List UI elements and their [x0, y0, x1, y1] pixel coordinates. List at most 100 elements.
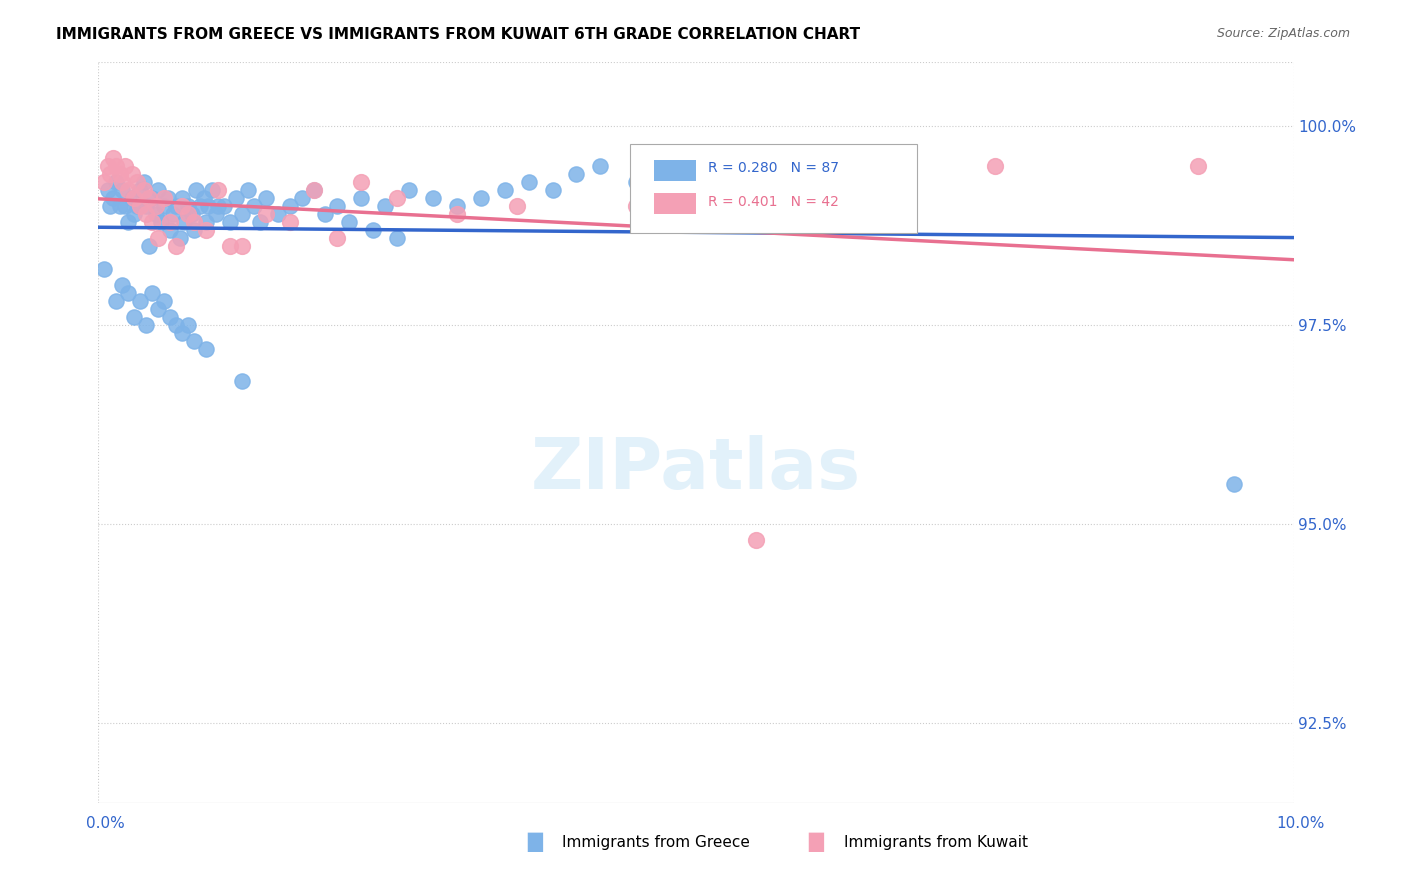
Point — [129, 294, 152, 309]
Point — [172, 199, 194, 213]
Point — [98, 167, 122, 181]
Point — [243, 199, 266, 213]
Point — [517, 175, 540, 189]
Point — [291, 191, 314, 205]
Point — [195, 222, 218, 236]
Point — [97, 159, 120, 173]
Text: R = 0.401   N = 42: R = 0.401 N = 42 — [709, 194, 839, 209]
Point — [145, 199, 167, 213]
Point — [141, 191, 163, 205]
Point — [326, 230, 349, 244]
Point — [363, 222, 385, 236]
Point — [186, 183, 208, 197]
Point — [105, 175, 128, 189]
Point — [231, 238, 253, 252]
Point — [101, 151, 124, 165]
Point — [135, 318, 157, 333]
Point — [111, 278, 134, 293]
Point — [108, 199, 131, 213]
Text: █: █ — [527, 833, 541, 853]
Point — [374, 199, 396, 213]
Point — [219, 238, 242, 252]
Text: IMMIGRANTS FROM GREECE VS IMMIGRANTS FROM KUWAIT 6TH GRADE CORRELATION CHART: IMMIGRANTS FROM GREECE VS IMMIGRANTS FRO… — [56, 27, 860, 42]
Point — [145, 207, 167, 221]
Point — [398, 183, 420, 197]
Point — [173, 214, 195, 228]
Point — [177, 199, 200, 213]
Point — [446, 199, 468, 213]
Point — [156, 191, 179, 205]
Point — [97, 183, 120, 197]
Point — [254, 191, 277, 205]
Point — [138, 238, 160, 252]
Point — [188, 199, 211, 213]
Point — [267, 207, 290, 221]
Point — [125, 175, 148, 189]
Point — [326, 199, 349, 213]
Point — [111, 183, 134, 197]
Point — [117, 183, 139, 197]
Point — [1223, 477, 1246, 491]
Point — [470, 191, 492, 205]
Point — [278, 214, 301, 228]
Point — [124, 207, 146, 221]
Point — [159, 214, 181, 228]
FancyBboxPatch shape — [654, 194, 696, 214]
Point — [135, 199, 157, 213]
Point — [197, 199, 219, 213]
Point — [132, 183, 155, 197]
Point — [1187, 159, 1209, 173]
Point — [506, 199, 529, 213]
Point — [135, 207, 157, 221]
Point — [231, 374, 253, 388]
Point — [101, 191, 124, 205]
Point — [350, 191, 373, 205]
Text: Source: ZipAtlas.com: Source: ZipAtlas.com — [1216, 27, 1350, 40]
Point — [124, 191, 146, 205]
Text: R = 0.280   N = 87: R = 0.280 N = 87 — [709, 161, 839, 175]
FancyBboxPatch shape — [630, 144, 917, 233]
Point — [193, 191, 215, 205]
Text: 10.0%: 10.0% — [1277, 816, 1324, 830]
Point — [117, 286, 139, 301]
Point — [302, 183, 325, 197]
Point — [207, 183, 229, 197]
Point — [121, 191, 143, 205]
Point — [141, 214, 163, 228]
Point — [132, 175, 155, 189]
Point — [745, 159, 768, 173]
Point — [165, 318, 187, 333]
Point — [195, 342, 218, 356]
Point — [172, 326, 194, 340]
Text: Immigrants from Kuwait: Immigrants from Kuwait — [844, 836, 1028, 850]
Point — [180, 207, 202, 221]
Point — [121, 167, 143, 181]
Point — [745, 533, 768, 547]
Point — [183, 214, 205, 228]
Point — [212, 199, 235, 213]
Point — [207, 199, 229, 213]
Point — [138, 191, 160, 205]
Point — [177, 207, 200, 221]
Point — [162, 207, 184, 221]
Point — [385, 191, 409, 205]
Text: 0.0%: 0.0% — [86, 816, 125, 830]
Point — [105, 294, 128, 309]
Point — [124, 310, 146, 325]
Point — [148, 302, 170, 317]
Point — [231, 207, 253, 221]
Point — [159, 310, 181, 325]
Point — [114, 199, 136, 213]
Point — [219, 214, 242, 228]
Point — [177, 318, 200, 333]
Point — [626, 175, 648, 189]
Point — [541, 183, 564, 197]
Point — [117, 214, 139, 228]
Point — [278, 199, 301, 213]
Point — [125, 199, 148, 213]
Point — [254, 207, 277, 221]
Point — [98, 199, 122, 213]
Point — [111, 175, 134, 189]
Point — [93, 262, 115, 277]
Point — [422, 191, 444, 205]
